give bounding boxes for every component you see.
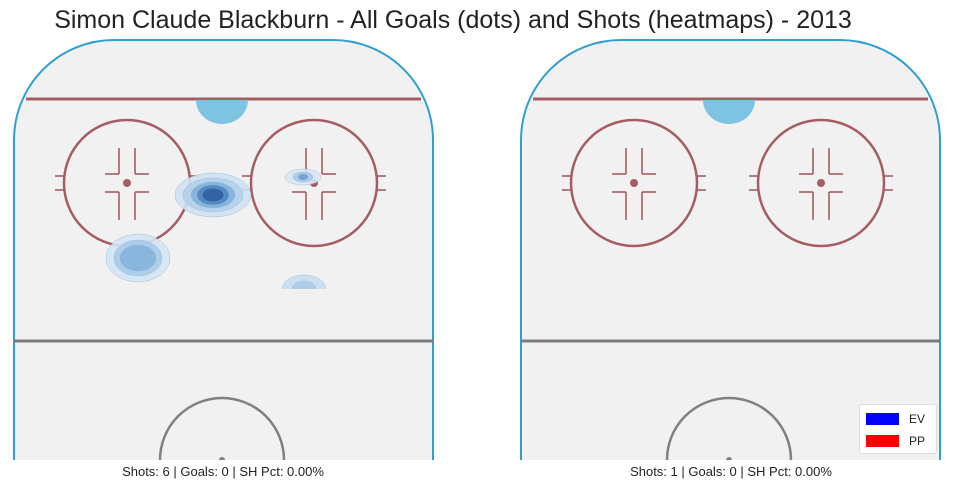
goal-crease [196, 100, 248, 124]
shot-heatmap-left [105, 168, 330, 309]
center-faceoff-dot [219, 457, 225, 460]
faceoff-dot-right [817, 179, 825, 187]
faceoff-dot-left [630, 179, 638, 187]
faceoff-circle-right [756, 118, 886, 248]
legend-swatch-pp [866, 435, 899, 447]
rink-left [13, 39, 434, 461]
shot-density-contour [297, 173, 309, 181]
faceoff-circle-left [569, 118, 699, 248]
legend-swatch-ev [866, 413, 899, 425]
ice-surface [521, 40, 940, 460]
legend-label-pp: PP [909, 434, 926, 448]
faceoff-circle-right [249, 118, 379, 248]
center-faceoff-circle [158, 396, 286, 461]
legend: EV PP [859, 404, 937, 454]
shot-density-contour [119, 244, 157, 272]
boards-outline [13, 39, 434, 460]
contour-cutoff [280, 289, 330, 309]
center-faceoff-circle [665, 396, 793, 461]
goal-crease [703, 100, 755, 124]
boards-outline [520, 39, 941, 460]
legend-item-pp: PP [866, 433, 925, 449]
shot-density-contour [201, 187, 225, 203]
faceoff-dot-left [123, 179, 131, 187]
stats-caption-left: Shots: 6 | Goals: 0 | SH Pct: 0.00% [122, 464, 324, 479]
chart-title: Simon Claude Blackburn - All Goals (dots… [54, 6, 852, 34]
stats-caption-right: Shots: 1 | Goals: 0 | SH Pct: 0.00% [630, 464, 832, 479]
rink-right [520, 39, 941, 461]
legend-item-ev: EV [866, 411, 925, 427]
ice-surface [14, 40, 433, 460]
legend-label-ev: EV [909, 412, 926, 426]
center-faceoff-dot [726, 457, 732, 460]
